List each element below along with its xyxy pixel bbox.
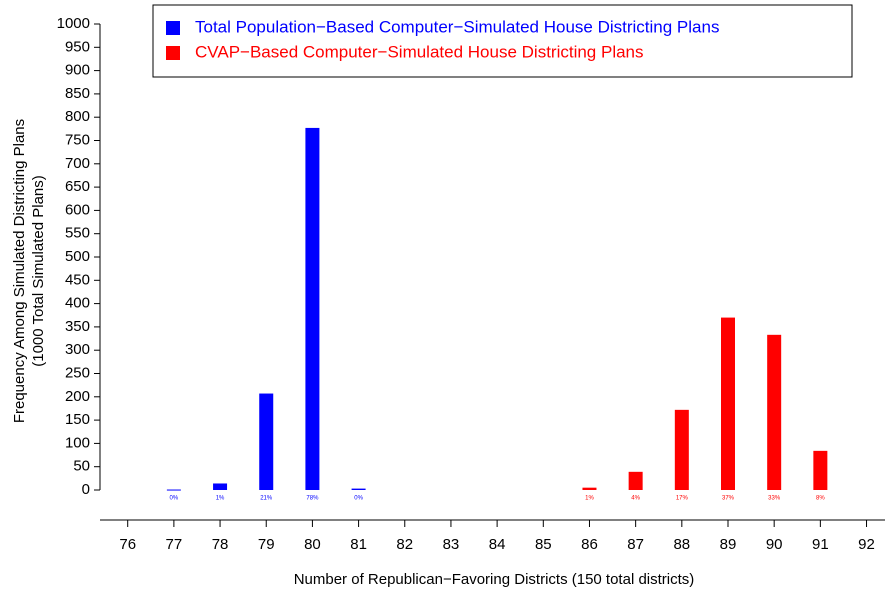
bar [582,487,597,490]
y-tick-label: 800 [65,108,90,125]
value-label: 78% [306,496,319,502]
y-tick-label: 1000 [57,15,90,32]
x-tick-label: 91 [812,536,829,553]
x-tick-label: 85 [535,536,552,553]
bar [259,393,274,490]
value-label: 8% [816,496,825,502]
x-tick-label: 90 [766,536,783,553]
x-tick-label: 76 [119,536,136,553]
x-tick-label: 83 [443,536,460,553]
y-tick-label: 50 [73,458,90,475]
y-tick-label: 850 [65,85,90,102]
x-tick-label: 92 [858,536,875,553]
y-tick-label: 100 [65,434,90,451]
value-label: 1% [216,496,225,502]
bar [767,334,782,490]
value-label: 37% [722,496,735,502]
x-tick-label: 87 [627,536,644,553]
y-tick-label: 350 [65,318,90,335]
y-tick-label: 150 [65,411,90,428]
bar [628,471,643,490]
y-tick-label: 450 [65,271,90,288]
bar [813,450,828,490]
bar [721,317,735,490]
y-tick-label: 200 [65,388,90,405]
x-tick-label: 84 [489,536,506,553]
legend-label: CVAP−Based Computer−Simulated House Dist… [195,42,644,61]
y-tick-label: 700 [65,155,90,172]
x-tick-label: 82 [396,536,413,553]
y-tick-label: 300 [65,341,90,358]
y-tick-label: 650 [65,178,90,195]
x-tick-label: 86 [581,536,598,553]
x-tick-label: 77 [166,536,183,553]
x-tick-label: 81 [350,536,367,553]
x-tick-label: 79 [258,536,275,553]
value-label: 4% [631,496,640,502]
bar [674,409,689,490]
y-tick-label: 400 [65,295,90,312]
value-label: 17% [676,496,689,502]
y-tick-label: 600 [65,201,90,218]
x-tick-label: 78 [212,536,229,553]
bar [213,483,228,490]
bar [166,489,181,491]
legend-swatch [166,21,180,35]
x-tick-label: 89 [720,536,737,553]
value-label: 0% [354,496,363,502]
x-axis-label: Number of Republican−Favoring Districts … [294,571,695,588]
legend-swatch [166,46,180,60]
x-tick-label: 80 [304,536,321,553]
y-tick-label: 550 [65,225,90,242]
y-axis-label: (1000 Total Simulated Plans) [30,175,47,367]
value-label: 1% [585,496,594,502]
y-tick-label: 500 [65,248,90,265]
legend-box [152,4,853,78]
y-tick-label: 250 [65,364,90,381]
y-tick-label: 0 [82,481,90,498]
value-label: 0% [170,496,179,502]
value-label: 33% [768,496,781,502]
y-tick-label: 750 [65,131,90,148]
bar [305,127,320,490]
x-tick-label: 88 [673,536,690,553]
y-tick-label: 900 [65,62,90,79]
value-label: 21% [260,496,273,502]
y-tick-label: 950 [65,38,90,55]
bar [351,488,366,490]
legend-label: Total Population−Based Computer−Simulate… [195,17,719,36]
y-axis-label: Frequency Among Simulated Districting Pl… [11,119,28,423]
